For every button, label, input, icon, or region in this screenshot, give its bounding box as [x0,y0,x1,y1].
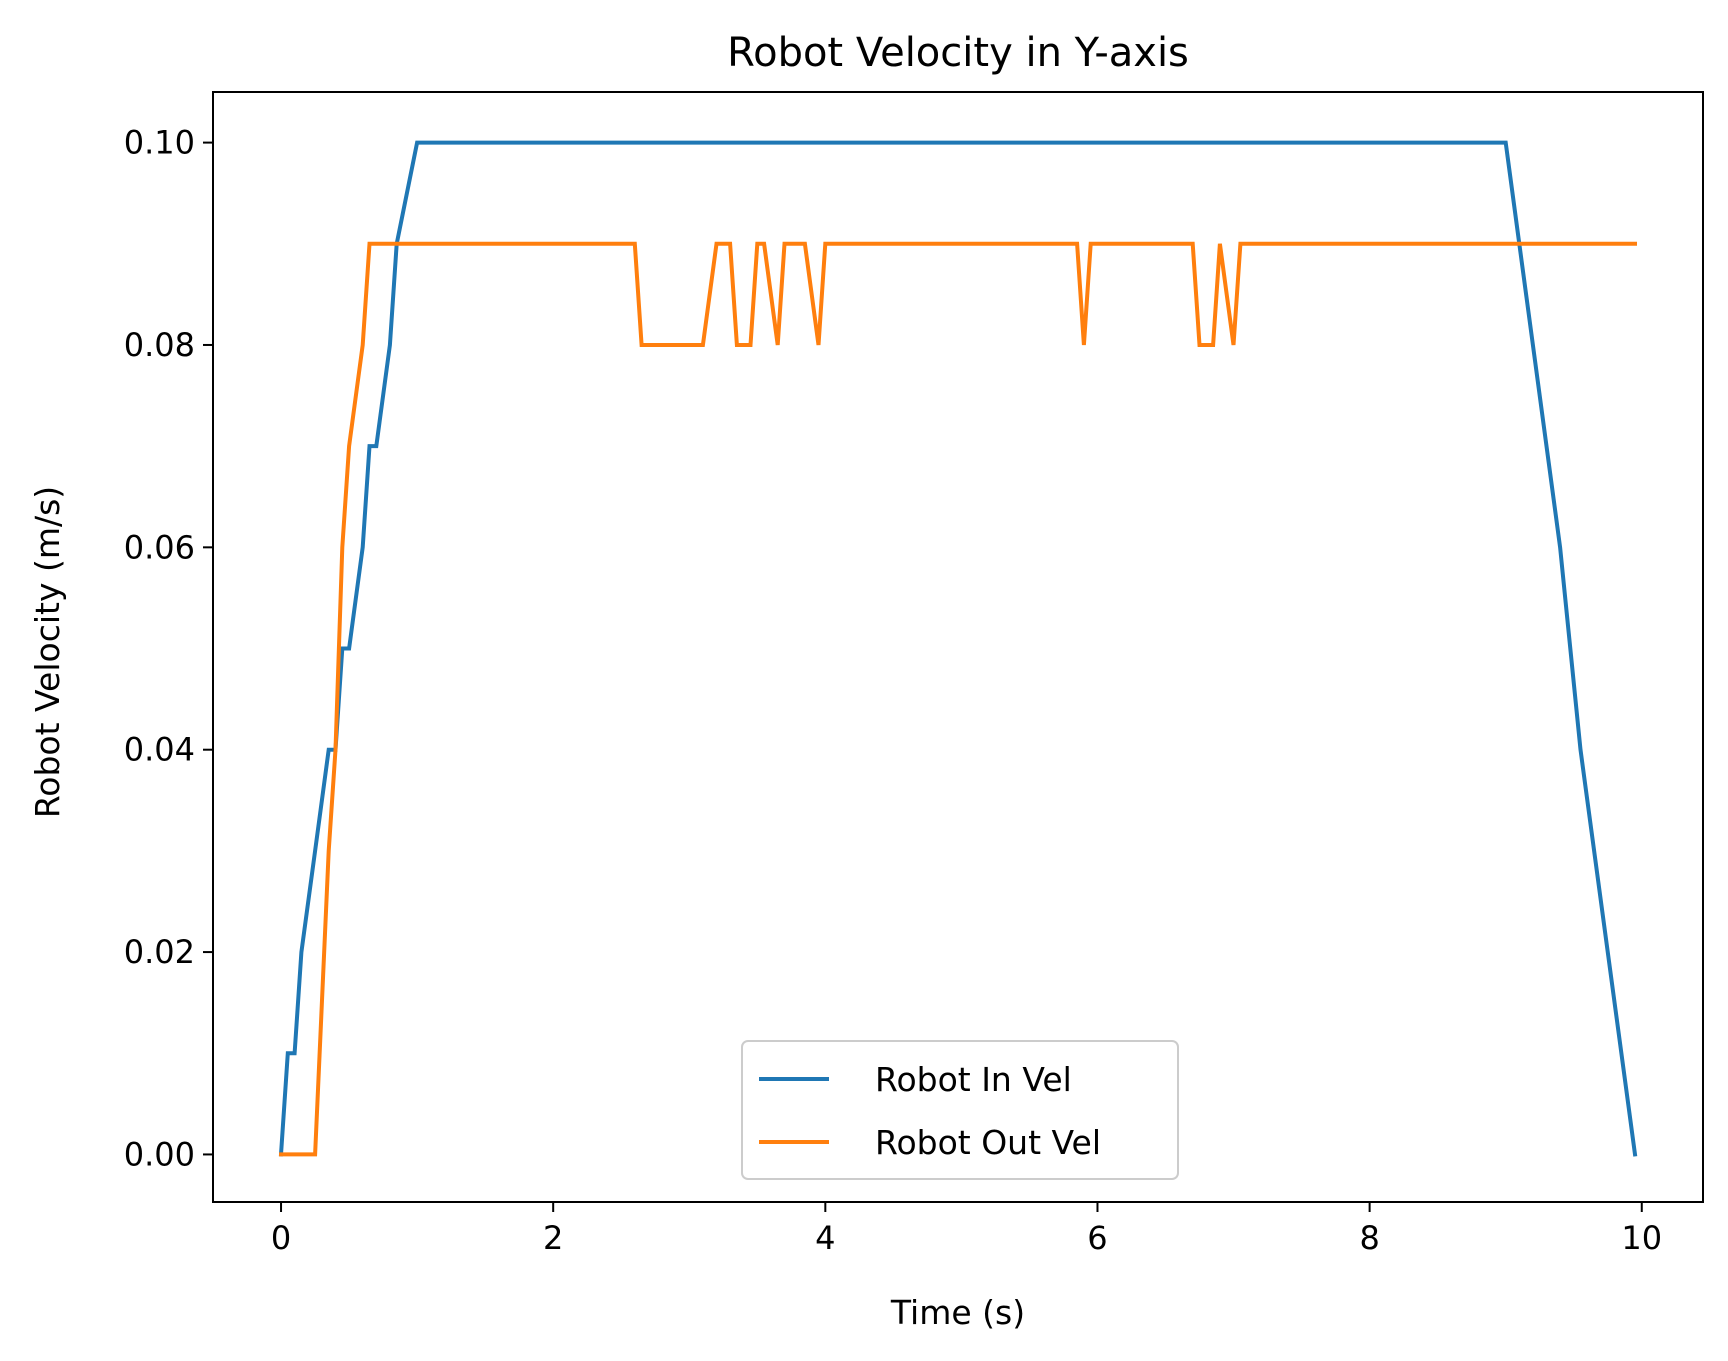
x-tick-label: 0 [271,1219,291,1257]
x-tick-label: 6 [1087,1219,1107,1257]
axes-frame [212,91,1704,1203]
legend-label-1: Robot In Vel [875,1060,1072,1099]
y-tick-label: 0.10 [124,124,195,162]
legend-label-2: Robot Out Vel [875,1123,1101,1162]
y-tick-label: 0.08 [124,326,195,364]
x-tick-label: 2 [543,1219,563,1257]
y-tick-label: 0.04 [124,731,195,769]
x-tick-label: 8 [1359,1219,1379,1257]
series-line-1 [278,140,1638,1157]
y-axis-label: Robot Velocity (m/s) [28,486,67,818]
legend: Robot In Vel Robot Out Vel [741,1040,1179,1180]
series-line-2 [279,241,1637,1157]
chart-title: Robot Velocity in Y-axis [727,30,1189,76]
y-tick-label: 0.06 [124,528,195,566]
x-tick-label: 10 [1621,1219,1662,1257]
plot-area: 0 2 4 6 8 10 0.00 0.02 0.04 0.06 0.08 0.10 Robot In … [124,91,1704,1257]
y-tick-label: 0.02 [124,933,195,971]
legend-box [741,1040,1179,1180]
x-axis-label: Time (s) [890,1293,1025,1332]
x-tick-label: 4 [815,1219,835,1257]
y-tick-label: 0.00 [124,1135,195,1173]
